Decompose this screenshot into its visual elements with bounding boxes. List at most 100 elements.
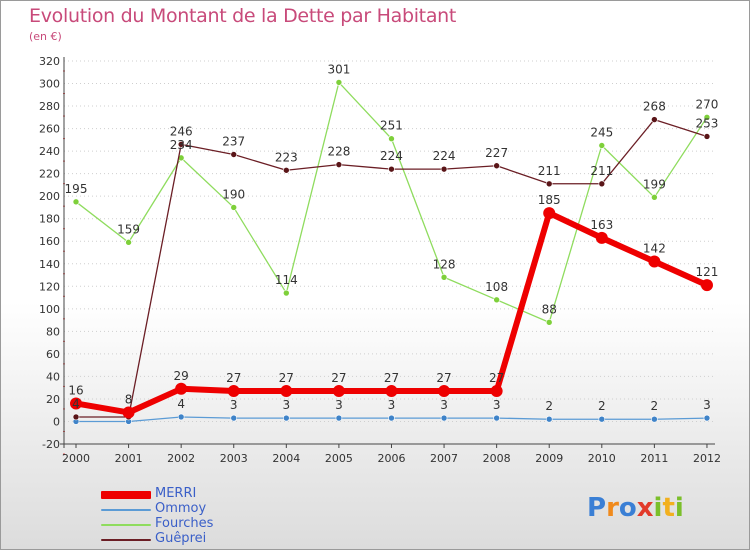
y-tick-label: 220 — [39, 168, 60, 181]
y-tick-label: 20 — [46, 393, 60, 406]
data-label: 246 — [170, 124, 193, 138]
data-point — [438, 385, 451, 398]
data-label: 88 — [542, 302, 557, 316]
data-label: 301 — [327, 62, 350, 76]
data-label: 3 — [703, 398, 711, 412]
data-label: 3 — [493, 398, 501, 412]
x-tick-label: 2001 — [115, 452, 143, 465]
data-point — [388, 165, 395, 173]
data-point — [651, 194, 658, 201]
data-point — [700, 279, 713, 292]
data-point — [175, 382, 188, 395]
data-label: 251 — [380, 119, 403, 133]
legend-swatch — [101, 491, 151, 499]
data-point — [440, 414, 448, 422]
data-label: 224 — [380, 149, 403, 163]
data-label: 2 — [651, 399, 659, 413]
data-label: 3 — [335, 398, 343, 412]
y-tick-label: 0 — [53, 415, 60, 428]
y-tick-label: 160 — [39, 235, 60, 248]
axes: -20 0 20 40 60 80 100 120 140 160 180 200 220 240 260 2… — [39, 55, 721, 465]
data-point — [125, 239, 132, 246]
data-label: 142 — [643, 242, 666, 256]
data-point — [703, 133, 711, 140]
data-labels: 164 8159195294246234273237190273223114273… — [65, 62, 719, 413]
x-tick-label: 2000 — [62, 452, 90, 465]
data-point — [545, 319, 553, 326]
legend-label: MERRI — [155, 486, 197, 501]
data-label: 237 — [222, 134, 245, 148]
y-tick-label: 100 — [39, 303, 60, 316]
data-point — [598, 180, 606, 188]
data-point — [545, 180, 553, 188]
logo-text: Proxiti — [587, 493, 684, 523]
data-point — [335, 414, 343, 422]
data-label: 29 — [174, 369, 189, 383]
legend-label: Ommoy — [155, 501, 207, 516]
data-point — [332, 385, 345, 398]
data-point — [388, 135, 395, 143]
legend-item: Ommoy — [101, 501, 301, 517]
data-point — [545, 415, 553, 423]
data-label: 159 — [117, 222, 140, 236]
data-point — [598, 415, 606, 423]
series-guprei — [72, 116, 711, 421]
data-label: 245 — [590, 125, 613, 139]
proxiti-logo: Proxiti — [587, 493, 684, 523]
data-point — [543, 207, 556, 220]
data-label: 227 — [485, 146, 508, 160]
data-point — [177, 413, 185, 421]
data-point — [230, 414, 238, 422]
data-point — [598, 142, 606, 149]
data-label: 27 — [436, 371, 451, 385]
data-label: 211 — [538, 164, 561, 178]
data-point — [440, 273, 448, 281]
legend-label: Fourches — [155, 516, 214, 531]
data-point — [493, 296, 500, 304]
data-label: 228 — [327, 145, 350, 159]
data-point — [70, 397, 82, 410]
grid — [64, 60, 713, 445]
data-point — [177, 141, 185, 148]
y-tick-label: -20 — [42, 438, 60, 451]
data-label: 234 — [170, 138, 193, 152]
data-label: 121 — [696, 265, 719, 279]
series — [70, 79, 713, 425]
y-tick-label: 120 — [39, 280, 60, 293]
data-point — [440, 165, 448, 173]
data-label: 27 — [226, 371, 241, 385]
legend: MERRI Ommoy Fourches Guêprei — [101, 486, 301, 547]
data-point — [493, 162, 500, 170]
data-point — [230, 204, 238, 211]
data-label: 3 — [388, 398, 396, 412]
data-label: 108 — [485, 280, 508, 294]
data-point — [283, 414, 290, 422]
data-label: 2 — [545, 399, 553, 413]
data-label: 199 — [643, 177, 666, 191]
data-label: 27 — [489, 371, 504, 385]
data-point — [703, 114, 711, 121]
data-point — [651, 116, 658, 123]
data-label: 114 — [275, 273, 298, 287]
y-tick-label: 140 — [39, 258, 60, 271]
y-tick-label: 200 — [39, 190, 60, 203]
data-label: 8 — [125, 392, 133, 406]
data-point — [122, 406, 135, 419]
data-point — [72, 198, 80, 206]
data-label: 190 — [222, 187, 245, 201]
data-label: 27 — [279, 371, 294, 385]
data-label: 163 — [590, 218, 613, 232]
data-label: 3 — [282, 398, 290, 412]
x-tick-label: 2009 — [535, 452, 563, 465]
data-label: 253 — [696, 116, 719, 130]
x-tick-label: 2002 — [167, 452, 195, 465]
series-fourches — [72, 79, 711, 326]
data-point — [283, 289, 290, 297]
y-tick-label: 180 — [39, 213, 60, 226]
y-tick-label: 40 — [46, 370, 60, 383]
x-tick-label: 2012 — [693, 452, 721, 465]
data-point — [651, 415, 658, 423]
data-point — [493, 414, 500, 422]
